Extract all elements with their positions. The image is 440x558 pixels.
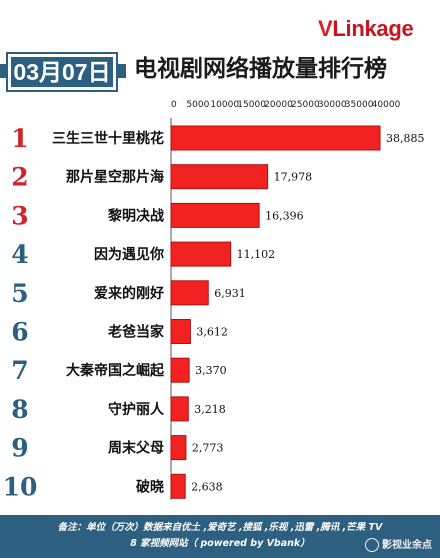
category-label: 爱来的刚好 xyxy=(94,285,164,302)
footer-line-1: 备注：单位（万次）数据来自优土 ,爱奇艺 ,搜狐 ,乐视 ,迅雷 ,腾讯 ,芒果… xyxy=(57,522,383,533)
category-label: 黎明决战 xyxy=(108,207,164,224)
rank-number: 3 xyxy=(11,201,28,230)
category-label: 那片星空那片海 xyxy=(66,169,164,186)
x-tick-label: 35000 xyxy=(345,100,374,110)
value-label: 2,773 xyxy=(192,442,224,455)
category-label: 老爸当家 xyxy=(108,324,165,341)
value-label: 16,396 xyxy=(265,209,304,222)
bar xyxy=(170,241,232,267)
value-label: 17,978 xyxy=(274,171,313,184)
vlinkage-logo: VLinkage xyxy=(318,16,414,41)
watermark: 影视业余点 xyxy=(365,536,432,552)
bar xyxy=(170,125,381,151)
wechat-icon xyxy=(365,538,379,552)
rank-number: 4 xyxy=(11,240,28,269)
rank-number: 1 xyxy=(11,124,28,153)
rank-number: 9 xyxy=(11,434,28,463)
category-label: 因为遇见你 xyxy=(94,246,164,263)
ranking-bar-chart: 0 5000 10000150002000025000300003500040000… xyxy=(3,100,425,501)
rank-number: 2 xyxy=(11,163,28,192)
category-label: 三生三世十里桃花 xyxy=(52,130,164,147)
rank-number: 10 xyxy=(3,472,38,501)
value-label: 6,931 xyxy=(214,287,246,300)
category-label: 周末父母 xyxy=(108,440,164,457)
bar xyxy=(170,319,191,344)
page-title: 电视剧网络播放量排行榜 xyxy=(126,48,440,90)
value-label: 3,612 xyxy=(196,326,228,339)
x-tick-label: 40000 xyxy=(372,100,401,110)
x-tick-label: 15000 xyxy=(237,100,266,110)
value-label: 38,885 xyxy=(386,132,425,145)
bar xyxy=(170,435,187,461)
bar xyxy=(170,202,260,228)
rank-number: 5 xyxy=(11,279,28,308)
date-badge: 03月07日 xyxy=(6,52,118,92)
bar xyxy=(170,357,190,383)
category-label: 大秦帝国之崛起 xyxy=(66,362,165,379)
bar xyxy=(170,164,269,190)
value-label: 11,102 xyxy=(237,248,276,261)
category-label: 守护丽人 xyxy=(108,401,165,418)
x-tick-label: 20000 xyxy=(264,100,293,110)
value-label: 3,218 xyxy=(194,403,226,416)
x-tick-label: 30000 xyxy=(318,100,347,110)
value-label: 3,370 xyxy=(195,364,227,377)
x-tick-label: 0 xyxy=(171,100,177,110)
x-tick-label: 5000 xyxy=(186,100,209,110)
x-tick-label: 10000 xyxy=(210,100,239,110)
rank-number: 8 xyxy=(11,395,28,424)
category-label: 破晓 xyxy=(136,478,164,495)
footer-note: 备注：单位（万次）数据来自优土 ,爱奇艺 ,搜狐 ,乐视 ,迅雷 ,腾讯 ,芒果… xyxy=(0,515,440,558)
rank-number: 7 xyxy=(11,356,28,385)
footer-line-2: 8 家视频网站（ powered by Vbank） xyxy=(130,538,310,549)
value-label: 2,638 xyxy=(191,480,223,493)
bar xyxy=(170,473,186,499)
bar xyxy=(170,396,189,422)
x-tick-label: 25000 xyxy=(291,100,320,110)
rank-number: 6 xyxy=(11,318,28,347)
bar xyxy=(170,280,209,306)
